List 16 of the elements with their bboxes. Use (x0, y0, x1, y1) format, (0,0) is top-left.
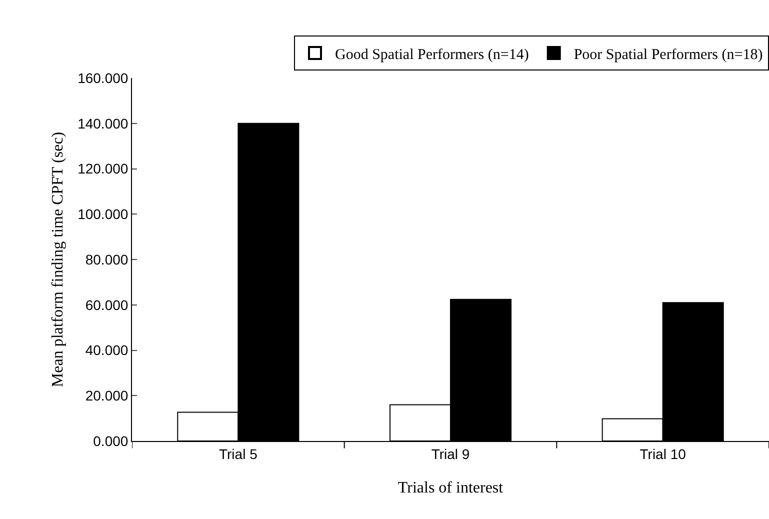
legend-label: Good Spatial Performers (n=14) (335, 46, 529, 63)
y-tick-label: 40.000 (85, 342, 128, 358)
x-tick-label: Trial 10 (640, 446, 686, 462)
y-tick-label: 0.000 (93, 432, 128, 449)
y-tick-label: 120.000 (78, 160, 128, 177)
legend-label: Poor Spatial Performers (n=18) (574, 46, 763, 63)
x-axis-title: Trials of interest (398, 480, 504, 496)
y-axis-title: Mean platform finding time CPFT (sec) (49, 132, 66, 388)
y-tick-label: 140.000 (78, 115, 128, 132)
y-tick-label: 60.000 (85, 296, 128, 313)
y-tick-label: 160.000 (78, 70, 128, 86)
y-tick-label: 80.000 (85, 251, 128, 268)
x-tick-label: Trial 5 (218, 446, 258, 462)
x-tick-label: Trial 9 (431, 446, 470, 462)
y-tick-label: 20.000 (85, 388, 128, 404)
y-tick-label: 100.000 (78, 206, 128, 222)
